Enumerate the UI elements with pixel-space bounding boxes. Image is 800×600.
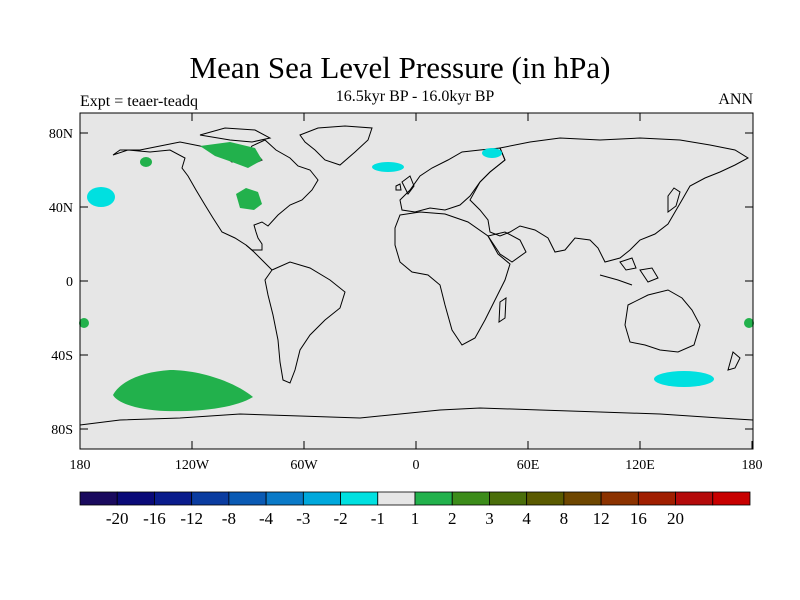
colorbar-swatch (302, 491, 341, 506)
anomaly-dateline-west-positive (79, 318, 89, 328)
colorbar-swatch (228, 491, 267, 506)
lat-tick-label: 80S (51, 423, 73, 438)
coast-new-zealand (727, 351, 741, 371)
lon-tick-label: 60E (517, 458, 540, 473)
anomaly-bering-positive (140, 157, 152, 167)
colorbar-swatch (489, 491, 528, 506)
colorbar-label: 20 (667, 509, 684, 528)
colorbar-label: -1 (371, 509, 385, 528)
latitude-axis: 80N 40N 0 40S 80S (49, 127, 753, 438)
colorbar-swatch (712, 491, 751, 506)
coast-antarctica (79, 407, 754, 426)
colorbar-label: 4 (522, 509, 531, 528)
colorbar-swatch (191, 491, 230, 506)
coast-indonesia (599, 257, 659, 286)
lon-tick-label: 120W (175, 458, 210, 473)
lat-tick-label: 80N (49, 127, 73, 142)
anomaly-patches (79, 142, 754, 412)
colorbar-swatch (563, 491, 602, 506)
anomaly-south-pacific-positive (113, 370, 253, 412)
anomaly-great-lakes-positive (236, 188, 262, 210)
lon-tick-label: 0 (413, 458, 420, 473)
coast-british-isles (395, 175, 415, 195)
colorbar-swatch (265, 491, 304, 506)
colorbar-label: 3 (485, 509, 494, 528)
coast-japan (667, 187, 681, 213)
colorbar-label: -8 (222, 509, 236, 528)
lat-tick-label: 0 (66, 275, 73, 290)
season-label: ANN (718, 91, 753, 108)
lon-tick-label: 180 (70, 458, 91, 473)
colorbar-swatch (79, 491, 118, 506)
colorbar-swatch (451, 491, 490, 506)
coast-south-america (264, 261, 346, 384)
anomaly-dateline-east-positive (744, 318, 754, 328)
coast-australia (624, 289, 701, 353)
lat-tick-label: 40S (51, 349, 73, 364)
lon-tick-label: 60W (290, 458, 318, 473)
colorbar-label: -12 (180, 509, 203, 528)
colorbar-label: 12 (593, 509, 610, 528)
coast-central-america (245, 244, 273, 271)
colorbar-swatch (600, 491, 639, 506)
lat-tick-label: 40N (49, 201, 73, 216)
anomaly-north-pacific-negative (87, 187, 115, 207)
colorbar-swatch (637, 491, 676, 506)
anomaly-barents-sea-negative (482, 148, 502, 158)
coast-africa (394, 211, 511, 346)
longitude-axis: 180 120W 60W 0 60E 120E 180 (70, 113, 763, 473)
colorbar: -20 -16 -12 -8 -4 -3 -2 -1 1 2 3 4 8 12 16 20 (79, 491, 751, 528)
colorbar-label: -4 (259, 509, 274, 528)
colorbar-swatch (116, 491, 155, 506)
coast-madagascar (498, 297, 507, 323)
colorbar-label: -3 (296, 509, 310, 528)
coast-asia (469, 137, 750, 263)
colorbar-swatch (340, 491, 379, 506)
experiment-label: Expt = teaer-teadq (80, 93, 198, 110)
colorbar-label: -16 (143, 509, 166, 528)
lon-tick-label: 180 (742, 458, 763, 473)
map-title: Mean Sea Level Pressure (in hPa) (189, 50, 611, 85)
map-subtitle: 16.5kyr BP - 16.0kyr BP (335, 88, 495, 105)
anomaly-canada-positive (200, 142, 262, 168)
colorbar-label: 1 (411, 509, 420, 528)
lon-tick-label: 120E (625, 458, 655, 473)
colorbar-swatch (377, 491, 416, 506)
anomaly-southern-indian-ocean-negative (654, 371, 714, 387)
colorbar-label: -20 (106, 509, 129, 528)
colorbar-swatch (154, 491, 193, 506)
anomaly-north-atlantic-negative (372, 162, 404, 172)
coastlines (79, 125, 754, 426)
coast-greenland (299, 125, 373, 166)
colorbar-label: 16 (630, 509, 647, 528)
colorbar-swatch (526, 491, 565, 506)
coast-arabia (487, 231, 527, 263)
colorbar-label: -2 (333, 509, 347, 528)
colorbar-label: 2 (448, 509, 457, 528)
colorbar-swatch (414, 491, 453, 506)
colorbar-label: 8 (560, 509, 569, 528)
colorbar-swatch (675, 491, 714, 506)
